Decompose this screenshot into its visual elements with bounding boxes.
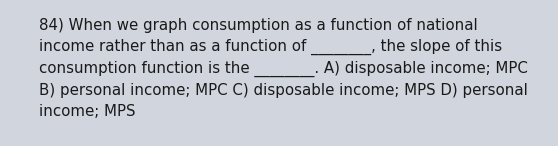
Text: 84) When we graph consumption as a function of national
income rather than as a : 84) When we graph consumption as a funct…: [39, 18, 528, 119]
